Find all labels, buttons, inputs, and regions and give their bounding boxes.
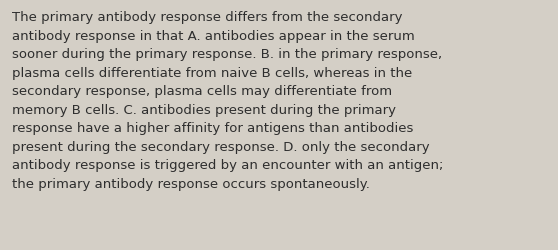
Text: The primary antibody response differs from the secondary
antibody response in th: The primary antibody response differs fr… (12, 11, 444, 190)
